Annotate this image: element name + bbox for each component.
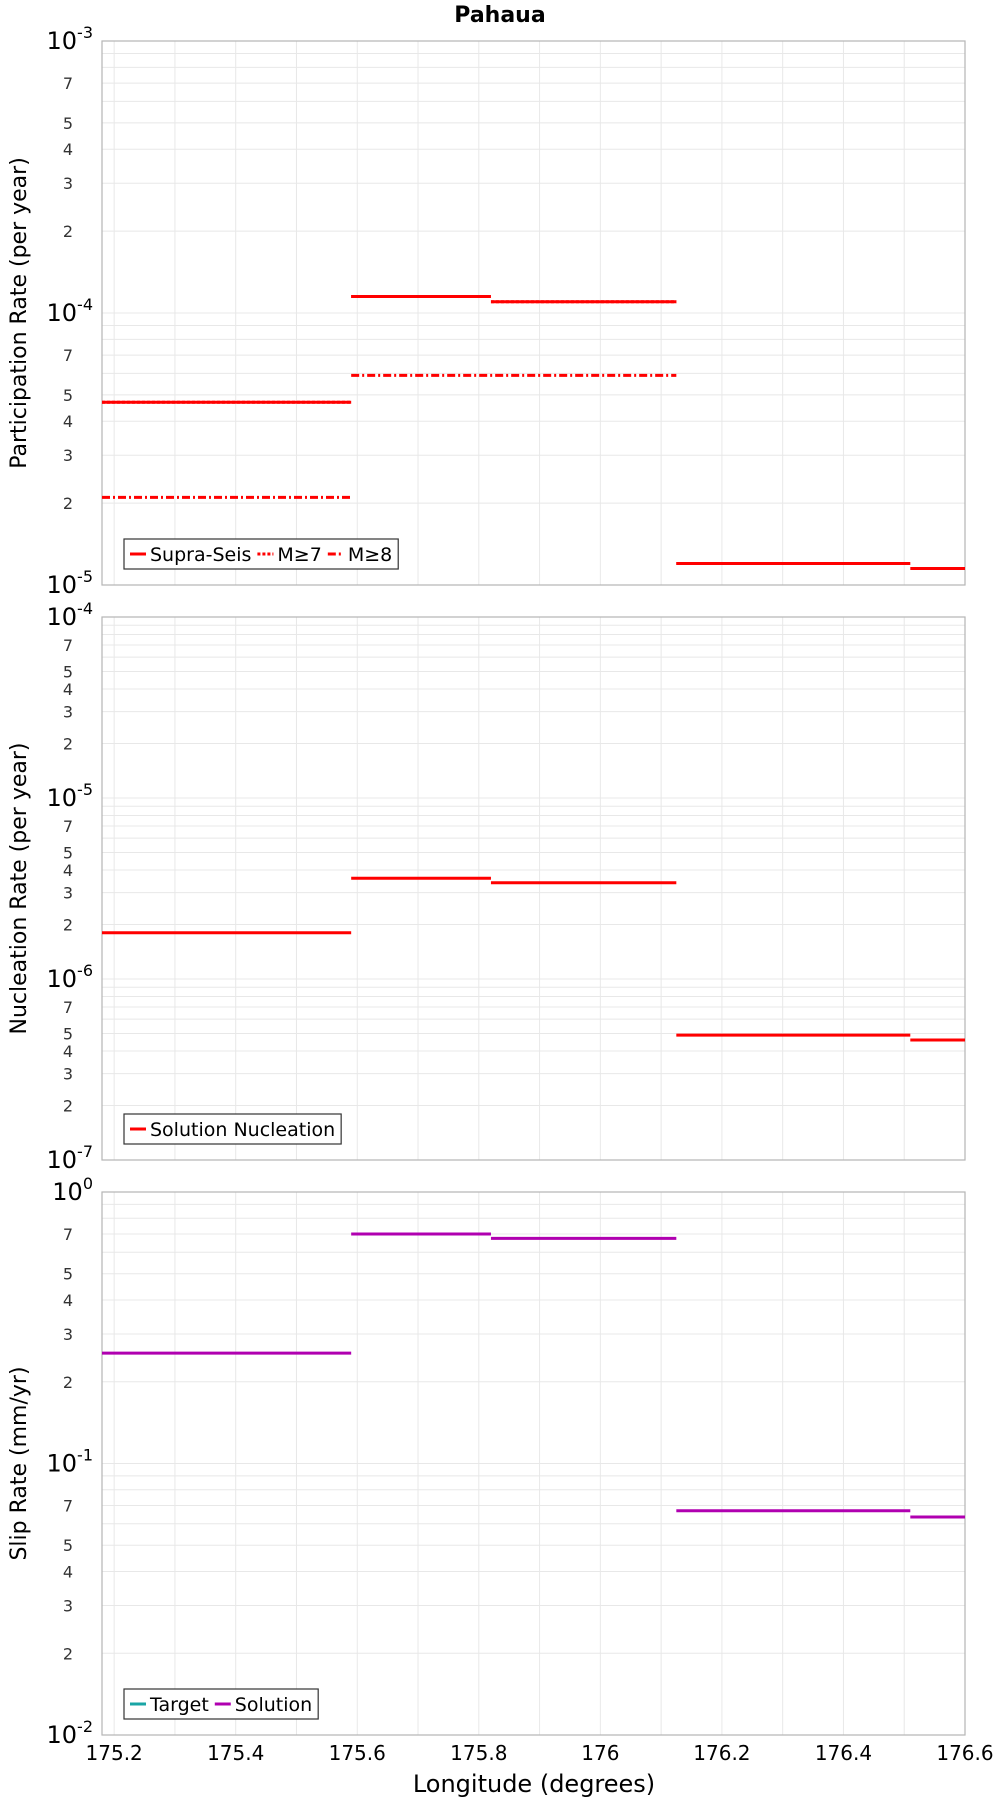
y-minor-tick-label: 4: [63, 1563, 73, 1582]
chart-panel-1: 10-5 2 3 4 5 7 10-4 2 3 4 5 7 10-3 Participation Rate…: [7, 23, 966, 599]
plot-frame: [101, 616, 966, 1161]
y-minor-tick-label: 7: [63, 817, 73, 836]
y-minor-tick-label: 3: [63, 884, 73, 903]
y-minor-tick-label: 5: [63, 386, 73, 405]
y-minor-tick-label: 2: [63, 222, 73, 241]
legend-entry: Solution: [235, 1694, 312, 1716]
y-minor-tick-label: 5: [63, 1265, 73, 1284]
y-minor-tick-label: 3: [63, 1325, 73, 1344]
y-minor-tick-label: 4: [63, 412, 73, 431]
y-tick-label: 10-3: [47, 23, 94, 55]
plot-frame: [101, 40, 966, 586]
x-tick-label: 176.6: [936, 1741, 993, 1765]
y-tick-label: 10-5: [47, 780, 94, 812]
legend-box: [123, 538, 399, 570]
y-minor-tick-label: 2: [63, 916, 73, 935]
y-minor-tick-label: 4: [63, 1291, 73, 1310]
x-tick-label: 175.4: [207, 1741, 264, 1765]
y-tick-label: 10-4: [47, 295, 94, 327]
chart-panel-3: 10-2 2 3 4 5 7 10-1 2 3 4 5 7 100 Slip Rate (mm/yr) 17…: [7, 1174, 994, 1765]
y-minor-tick-label: 7: [63, 1225, 73, 1244]
y-tick-label: 10-7: [47, 1142, 94, 1174]
y-minor-tick-label: 4: [63, 140, 73, 159]
legend-box: [123, 1113, 342, 1145]
y-minor-tick-label: 2: [63, 735, 73, 754]
y-tick-label: 10-5: [47, 567, 94, 599]
y-minor-tick-label: 5: [63, 1024, 73, 1043]
y-tick-label: 10-6: [47, 961, 94, 993]
y-minor-tick-label: 3: [63, 174, 73, 193]
y-minor-tick-label: 7: [63, 636, 73, 655]
chart-panel-2: 10-72345710-62345710-52345710-4Nucleatio…: [7, 599, 966, 1174]
y-minor-tick-label: 2: [63, 1644, 73, 1663]
y-axis-label: Slip Rate (mm/yr): [7, 1366, 32, 1560]
y-minor-tick-label: 3: [63, 1065, 73, 1084]
x-tick-label: 175.6: [329, 1741, 386, 1765]
y-minor-tick-label: 5: [63, 662, 73, 681]
legend: Supra-Seis M≥7 M≥8: [123, 538, 399, 570]
y-minor-tick-label: 2: [63, 494, 73, 513]
legend-entry: Target: [149, 1694, 209, 1716]
y-tick-label: 100: [52, 1174, 93, 1206]
y-minor-tick-label: 5: [63, 114, 73, 133]
y-minor-tick-label: 7: [63, 1497, 73, 1516]
y-minor-tick-label: 3: [63, 703, 73, 722]
legend-entry: Solution Nucleation: [150, 1119, 335, 1141]
legend-entry: M≥8: [348, 544, 392, 566]
legend: Solution Nucleation: [123, 1113, 342, 1145]
y-minor-tick-label: 5: [63, 843, 73, 862]
y-minor-tick-label: 7: [63, 74, 73, 93]
y-minor-tick-label: 7: [63, 346, 73, 365]
legend-entry: Supra-Seis: [150, 544, 251, 566]
legend: Target Solution: [123, 1688, 319, 1720]
x-tick-label: 176.4: [815, 1741, 872, 1765]
figure-title: Pahaua: [454, 3, 545, 28]
x-tick-label: 176: [581, 1741, 619, 1765]
y-minor-tick-label: 4: [63, 861, 73, 880]
x-tick-label: 175.2: [86, 1741, 143, 1765]
x-axis-label: Longitude (degrees): [413, 1770, 655, 1798]
x-tick-label: 176.2: [693, 1741, 750, 1765]
y-minor-tick-label: 4: [63, 1042, 73, 1061]
y-minor-tick-label: 2: [63, 1097, 73, 1116]
y-minor-tick-label: 2: [63, 1373, 73, 1392]
x-tick-label: 175.8: [450, 1741, 507, 1765]
y-minor-tick-label: 3: [63, 1596, 73, 1615]
y-tick-label: 10-4: [47, 599, 94, 631]
y-minor-tick-label: 5: [63, 1536, 73, 1555]
y-minor-tick-label: 3: [63, 446, 73, 465]
y-axis-label: Nucleation Rate (per year): [7, 743, 32, 1035]
y-axis-label: Participation Rate (per year): [7, 157, 32, 469]
y-tick-label: 10-1: [47, 1446, 94, 1478]
plot-frame: [101, 1191, 966, 1736]
y-minor-tick-label: 4: [63, 680, 73, 699]
legend-entry: M≥7: [277, 544, 321, 566]
y-minor-tick-label: 7: [63, 998, 73, 1017]
y-tick-label: 10-2: [47, 1717, 94, 1749]
